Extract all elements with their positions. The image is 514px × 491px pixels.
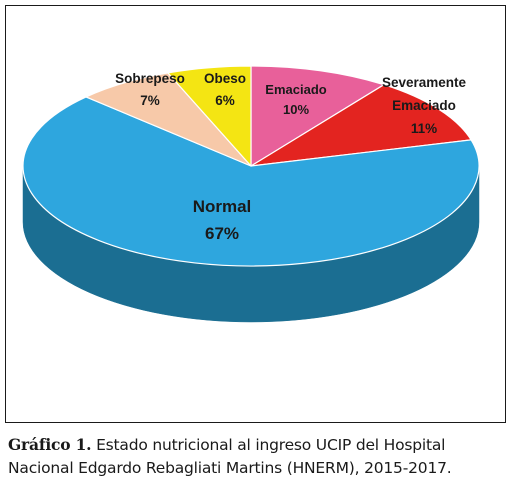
slice-name-severamente-emaciado: Emaciado (392, 98, 456, 113)
slice-name-emaciado: Emaciado (265, 82, 326, 97)
slice-value-severamente-emaciado: 11% (411, 121, 437, 136)
slice-label-emaciado: Emaciado 10% (265, 82, 326, 117)
slice-label-obeso: Obeso 6% (204, 71, 246, 108)
pie-slice-severamente-emaciado (250, 84, 472, 167)
pie-slice-normal (22, 96, 480, 267)
pie-labels: Emaciado 10% Severamente Emaciado 11% Normal 6… (115, 71, 466, 243)
slice-value-normal: 67% (205, 224, 239, 243)
slice-value-obeso: 6% (215, 93, 235, 108)
figure-caption: Gráfico 1. Estado nutricional al ingreso… (8, 433, 508, 480)
slice-label-severamente-emaciado: Severamente Emaciado 11% (382, 75, 467, 136)
slice-value-emaciado: 10% (283, 102, 309, 117)
slice-name-obeso: Obeso (204, 71, 246, 86)
pie-slice-emaciado (250, 65, 385, 167)
caption-line1: Estado nutricional al ingreso UCIP del H… (91, 436, 446, 454)
pie-chart: Emaciado 10% Severamente Emaciado 11% Normal 6… (22, 65, 480, 323)
slice-name-normal: Normal (193, 197, 252, 216)
pie-slice-obeso (167, 65, 252, 167)
caption-line2: Nacional Edgardo Rebagliati Martins (HNE… (8, 459, 452, 477)
caption-label: Gráfico 1. (8, 435, 92, 454)
chart-frame: Emaciado 10% Severamente Emaciado 11% Normal 6… (5, 5, 506, 423)
slice-label-normal: Normal 67% (193, 197, 252, 243)
slice-value-sobrepeso: 7% (140, 93, 160, 108)
pie-top (22, 65, 480, 267)
slice-name-severamente-emaciado: Severamente (382, 75, 467, 90)
slice-label-sobrepeso: Sobrepeso 7% (115, 71, 185, 108)
slice-name-sobrepeso: Sobrepeso (115, 71, 185, 86)
